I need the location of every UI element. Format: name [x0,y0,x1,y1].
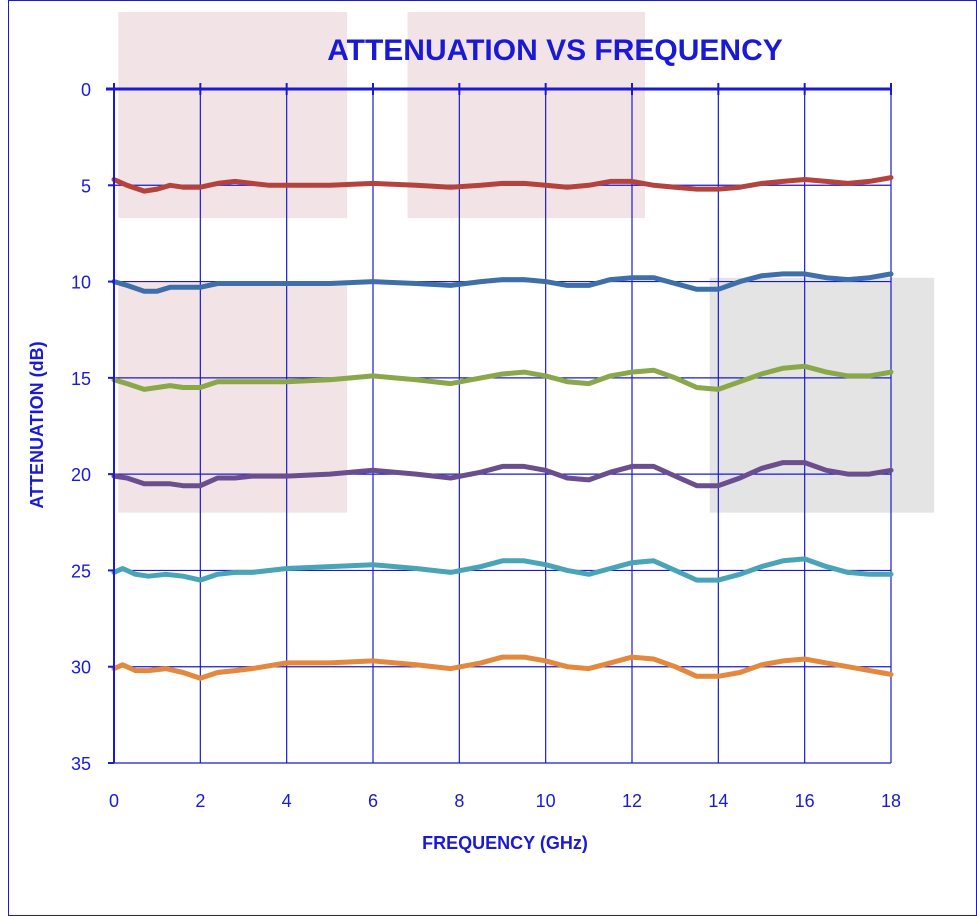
y-tick-label: 0 [81,80,91,100]
x-tick-label: 4 [282,791,292,811]
series-line [111,363,894,392]
y-tick-label: 25 [71,561,91,581]
series-line [111,460,894,489]
x-tick-label: 0 [109,791,119,811]
shaded-regions [118,11,935,513]
tick-labels: 0 5 10 15 20 25 30 35 0 2 4 6 8 10 12 14 16 18 [71,80,901,811]
x-tick-label: 18 [881,791,901,811]
x-tick-label: 16 [795,791,815,811]
y-tick-label: 5 [81,176,91,196]
series-line [111,271,894,294]
series-line [111,175,894,194]
y-tick-label: 10 [71,273,91,293]
x-axis-title: FREQUENCY (GHz) [422,833,588,853]
series-line [111,556,894,583]
x-tick-label: 14 [708,791,728,811]
series-line [111,654,894,681]
x-tick-label: 8 [454,791,464,811]
x-tick-label: 12 [622,791,642,811]
y-tick-label: 35 [71,754,91,774]
axes [106,83,892,764]
x-tick-label: 10 [536,791,556,811]
y-axis-title: ATTENUATION (dB) [27,341,47,508]
y-tick-label: 30 [71,658,91,678]
x-tick-label: 2 [195,791,205,811]
chart-title: ATTENUATION VS FREQUENCY [327,34,783,67]
x-tick-label: 6 [368,791,378,811]
y-tick-label: 20 [71,465,91,485]
y-tick-label: 15 [71,369,91,389]
data-series [111,175,894,681]
